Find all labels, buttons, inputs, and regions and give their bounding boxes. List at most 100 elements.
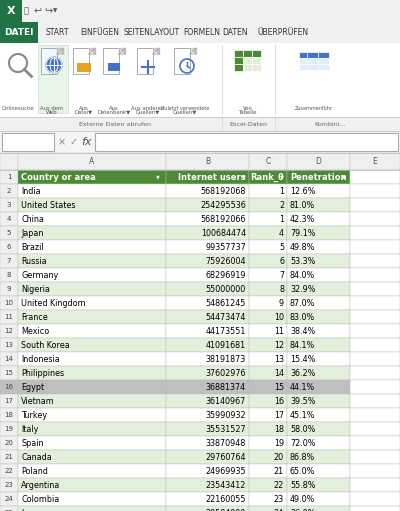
Text: 6: 6 [7, 244, 11, 250]
Bar [0, 0, 400, 22]
Bar [166, 506, 249, 511]
Bar [287, 226, 350, 240]
Bar [249, 153, 287, 170]
Text: 14: 14 [274, 368, 284, 378]
Bar [0, 464, 18, 478]
Text: 84.0%: 84.0% [290, 270, 315, 280]
Bar [0, 310, 18, 324]
Bar [249, 506, 287, 511]
Text: 19: 19 [4, 426, 14, 432]
Bar [249, 352, 287, 366]
Bar [166, 240, 249, 254]
Text: 12.6%: 12.6% [290, 187, 315, 196]
Bar [166, 153, 249, 170]
Text: 3: 3 [7, 202, 11, 208]
Bar [0, 352, 18, 366]
Bar [0, 212, 18, 226]
Bar [287, 408, 350, 422]
Text: 84.1%: 84.1% [290, 340, 315, 350]
Bar [0, 198, 18, 212]
Text: Italy: Italy [21, 425, 38, 433]
Bar [18, 366, 166, 380]
Text: 25: 25 [5, 510, 13, 511]
Text: 16: 16 [4, 384, 14, 390]
Bar [0, 408, 18, 422]
Bar [18, 394, 166, 408]
Bar [166, 198, 249, 212]
Bar [249, 492, 287, 506]
Bar [18, 478, 166, 492]
Text: ▼: ▼ [46, 140, 50, 145]
Bar [350, 394, 400, 408]
Bar [287, 268, 350, 282]
Bar [18, 240, 166, 254]
Bar [249, 394, 287, 408]
Bar [287, 422, 350, 436]
Bar [166, 394, 249, 408]
Bar [287, 352, 350, 366]
Bar [166, 492, 249, 506]
Bar [287, 464, 350, 478]
Text: 42.3%: 42.3% [290, 215, 315, 223]
Text: 83.0%: 83.0% [290, 313, 315, 321]
Bar [18, 450, 166, 464]
Text: 20504000: 20504000 [206, 508, 246, 511]
Bar [0, 240, 18, 254]
Bar [275, 45, 276, 115]
Bar [350, 268, 400, 282]
Text: 1: 1 [279, 215, 284, 223]
Text: France: France [21, 313, 48, 321]
Text: Zusammenführ: Zusammenführ [295, 105, 333, 110]
Text: Aus anderen: Aus anderen [131, 105, 165, 110]
Text: Aus: Aus [109, 105, 119, 110]
Bar [350, 153, 400, 170]
Text: 39.5%: 39.5% [290, 397, 316, 406]
Text: 20: 20 [274, 453, 284, 461]
Text: 86.8%: 86.8% [290, 453, 315, 461]
Text: 23543412: 23543412 [206, 480, 246, 490]
Text: 8: 8 [279, 285, 284, 293]
Text: ▼: ▼ [342, 174, 346, 179]
Text: 68296919: 68296919 [206, 270, 246, 280]
Text: 20: 20 [4, 440, 14, 446]
Bar [249, 422, 287, 436]
Bar [166, 408, 249, 422]
Text: 24: 24 [5, 496, 13, 502]
Bar [350, 198, 400, 212]
Bar [249, 296, 287, 310]
Bar [287, 506, 350, 511]
Text: 1: 1 [279, 187, 284, 196]
Text: Web: Web [46, 110, 58, 115]
Bar [350, 254, 400, 268]
Bar [166, 478, 249, 492]
Bar [18, 422, 166, 436]
Text: 49.0%: 49.0% [290, 495, 315, 503]
Text: 10: 10 [274, 313, 284, 321]
Text: Poland: Poland [21, 467, 48, 476]
Text: 4: 4 [7, 216, 11, 222]
Bar [0, 492, 18, 506]
Bar [103, 48, 119, 74]
Bar [0, 366, 18, 380]
Bar [0, 43, 400, 117]
Text: 22160055: 22160055 [206, 495, 246, 503]
Text: Turkey: Turkey [21, 410, 47, 420]
Bar [350, 478, 400, 492]
Polygon shape [119, 48, 125, 54]
Bar [299, 58, 310, 64]
Text: Zuletzt verwendete: Zuletzt verwendete [161, 105, 209, 110]
Text: Aus dem: Aus dem [40, 106, 64, 111]
Text: 44173551: 44173551 [206, 327, 246, 336]
Text: Datei▼: Datei▼ [75, 109, 93, 114]
Text: Tabelle: Tabelle [239, 109, 257, 114]
Text: 55.8%: 55.8% [290, 480, 316, 490]
Bar [249, 366, 287, 380]
Text: Indonesia: Indonesia [21, 355, 60, 363]
Bar [166, 310, 249, 324]
Bar [287, 478, 350, 492]
Text: Onlinesuche: Onlinesuche [2, 106, 34, 111]
Text: Colombia: Colombia [21, 495, 59, 503]
Text: Excel-Daten: Excel-Daten [229, 122, 267, 127]
Text: 22: 22 [5, 468, 13, 474]
Bar [18, 212, 166, 226]
